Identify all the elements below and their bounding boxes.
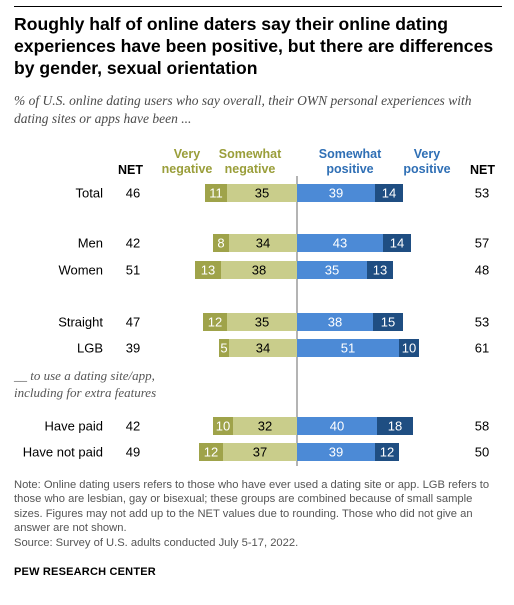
bar-somewhat-negative-straight (227, 313, 297, 331)
label-somewhat-positive-straight: 38 (328, 315, 342, 330)
label-somewhat-positive-lgb: 51 (341, 341, 355, 356)
label-very-positive-men: 14 (390, 236, 404, 251)
label-somewhat-negative-men: 34 (256, 236, 270, 251)
chart-subtitle: % of U.S. online dating users who say ov… (14, 93, 472, 126)
label-somewhat-negative-total: 35 (255, 186, 269, 201)
bar-very-positive-straight (373, 313, 403, 331)
label-very-positive-have-not-paid: 12 (380, 445, 394, 460)
category-label-have-paid: Have paid (44, 419, 103, 434)
bar-somewhat-positive-women (297, 261, 367, 279)
chart-source: Source: Survey of U.S. adults conducted … (14, 537, 299, 549)
bar-very-positive-have-not-paid (375, 443, 399, 461)
chart-note: Note: Online dating users refers to thos… (14, 479, 490, 535)
net-positive-value-lgb: 61 (475, 341, 489, 356)
label-somewhat-negative-lgb: 34 (256, 341, 270, 356)
bar-somewhat-negative-have-not-paid (223, 443, 297, 461)
bar-very-positive-men (383, 234, 411, 252)
bar-somewhat-negative-have-paid (233, 417, 297, 435)
bar-somewhat-positive-total (297, 184, 375, 202)
net-negative-value-have-not-paid: 49 (126, 445, 140, 460)
label-very-positive-lgb: 10 (402, 341, 416, 356)
bar-very-negative-lgb (219, 339, 229, 357)
bar-somewhat-negative-men (229, 234, 297, 252)
top-rule (14, 6, 502, 7)
bar-somewhat-positive-have-not-paid (297, 443, 375, 461)
label-very-negative-men: 8 (217, 236, 224, 251)
label-very-negative-have-paid: 10 (216, 419, 230, 434)
label-very-negative-have-not-paid: 12 (204, 445, 218, 460)
header-net-positive: NET (470, 163, 495, 177)
header-somewhat-negative: Somewhat negative (218, 147, 282, 176)
bar-somewhat-negative-lgb (229, 339, 297, 357)
category-label-total: Total (76, 186, 104, 201)
label-very-negative-women: 13 (201, 263, 215, 278)
net-positive-value-women: 48 (475, 263, 489, 278)
label-very-negative-total: 11 (209, 186, 223, 201)
net-positive-value-total: 53 (475, 186, 489, 201)
net-positive-value-straight: 53 (475, 315, 489, 330)
group-label-line-1: __ to use a dating site/app, (13, 368, 155, 383)
bar-somewhat-positive-have-paid (297, 417, 377, 435)
net-negative-value-men: 42 (126, 236, 140, 251)
label-somewhat-negative-women: 38 (252, 263, 266, 278)
bar-very-positive-women (367, 261, 393, 279)
bar-somewhat-positive-men (297, 234, 383, 252)
bar-very-negative-men (213, 234, 229, 252)
diverging-bar-chart: __ to use a dating site/app, including fo… (13, 176, 489, 466)
label-somewhat-negative-have-paid: 32 (258, 419, 272, 434)
header-very-positive: Very positive (403, 147, 451, 176)
bar-very-positive-have-paid (377, 417, 413, 435)
category-label-men: Men (78, 236, 103, 251)
bar-very-negative-women (195, 261, 221, 279)
label-somewhat-negative-straight: 35 (255, 315, 269, 330)
net-negative-value-straight: 47 (126, 315, 140, 330)
net-negative-value-lgb: 39 (126, 341, 140, 356)
category-label-have-not-paid: Have not paid (23, 445, 103, 460)
bar-somewhat-positive-lgb (297, 339, 399, 357)
header-somewhat-positive: Somewhat positive (318, 147, 382, 176)
bar-very-negative-have-paid (213, 417, 233, 435)
category-label-lgb: LGB (77, 341, 103, 356)
label-somewhat-negative-have-not-paid: 37 (253, 445, 267, 460)
category-label-women: Women (58, 263, 103, 278)
net-positive-value-have-paid: 58 (475, 419, 489, 434)
label-very-positive-have-paid: 18 (388, 419, 402, 434)
bar-somewhat-negative-women (221, 261, 297, 279)
bar-somewhat-positive-straight (297, 313, 373, 331)
label-somewhat-positive-men: 43 (333, 236, 347, 251)
net-negative-value-total: 46 (126, 186, 140, 201)
label-very-positive-straight: 15 (381, 315, 395, 330)
net-positive-value-men: 57 (475, 236, 489, 251)
bar-very-positive-total (375, 184, 403, 202)
label-very-negative-straight: 12 (208, 315, 222, 330)
bar-very-negative-total (205, 184, 227, 202)
net-negative-value-women: 51 (126, 263, 140, 278)
label-somewhat-positive-have-not-paid: 39 (329, 445, 343, 460)
bar-somewhat-negative-total (227, 184, 297, 202)
brand-logo-text: PEW RESEARCH CENTER (14, 566, 156, 578)
chart-title: Roughly half of online daters say their … (14, 14, 494, 78)
label-very-positive-women: 13 (373, 263, 387, 278)
header-net-negative: NET (118, 163, 143, 177)
bar-very-positive-lgb (399, 339, 419, 357)
bar-very-negative-straight (203, 313, 227, 331)
label-somewhat-positive-have-paid: 40 (330, 419, 344, 434)
header-very-negative: Very negative (161, 147, 213, 176)
net-negative-value-have-paid: 42 (126, 419, 140, 434)
label-somewhat-positive-women: 35 (325, 263, 339, 278)
label-very-positive-total: 14 (382, 186, 396, 201)
bar-very-negative-have-not-paid (199, 443, 223, 461)
label-very-negative-lgb: 5 (220, 341, 227, 356)
label-somewhat-positive-total: 39 (329, 186, 343, 201)
group-label-line-2: including for extra features (14, 385, 156, 400)
category-label-straight: Straight (58, 315, 103, 330)
net-positive-value-have-not-paid: 50 (475, 445, 489, 460)
